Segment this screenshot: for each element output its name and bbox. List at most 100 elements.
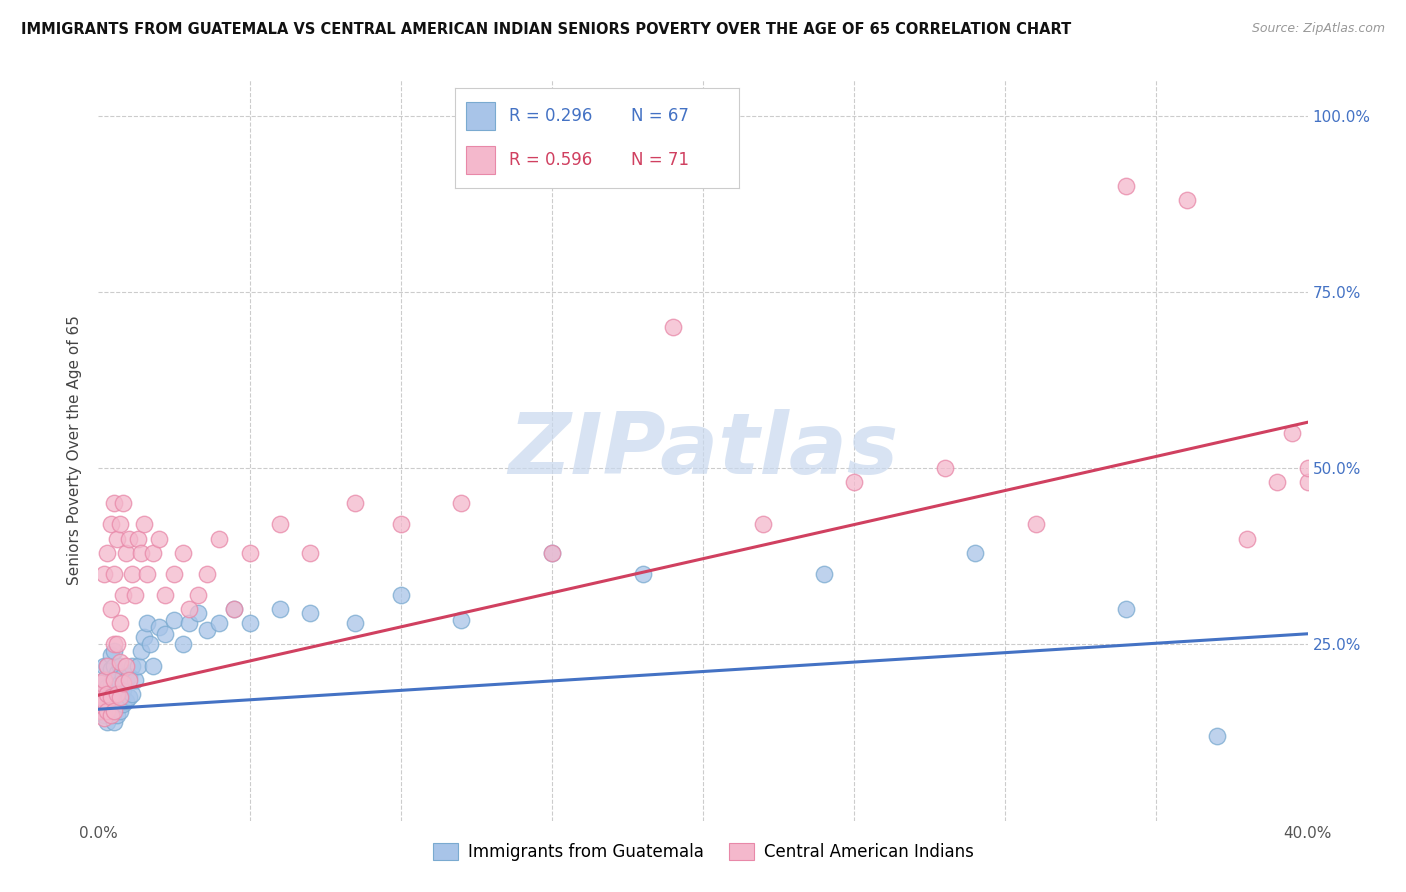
Point — [93, 711, 115, 725]
Point — [299, 546, 322, 560]
Point — [89, 687, 111, 701]
Point — [124, 673, 146, 687]
Point — [299, 606, 322, 620]
Point — [90, 676, 112, 690]
Point — [127, 532, 149, 546]
Point — [269, 517, 291, 532]
Point — [631, 566, 654, 581]
Point — [813, 566, 835, 581]
Point — [118, 532, 141, 546]
Point — [121, 566, 143, 581]
Point — [153, 627, 176, 641]
Point — [344, 496, 367, 510]
Point — [153, 588, 176, 602]
Point — [103, 704, 125, 718]
Point — [103, 673, 125, 687]
Point — [129, 644, 152, 658]
Point — [239, 546, 262, 560]
Point — [103, 637, 125, 651]
Point — [118, 690, 141, 705]
Point — [389, 517, 412, 532]
Point — [172, 637, 194, 651]
Point — [450, 613, 472, 627]
Point — [105, 687, 128, 701]
Point — [121, 658, 143, 673]
Point — [111, 676, 134, 690]
Point — [344, 616, 367, 631]
Point — [114, 673, 136, 687]
Point — [132, 630, 155, 644]
Point — [96, 680, 118, 694]
Point — [114, 694, 136, 708]
Point — [1024, 517, 1046, 532]
Point — [93, 566, 115, 581]
Point — [163, 613, 186, 627]
Point — [105, 680, 128, 694]
Point — [105, 637, 128, 651]
Point — [540, 546, 562, 560]
Point — [96, 694, 118, 708]
Point — [269, 602, 291, 616]
Point — [93, 687, 115, 701]
Point — [108, 658, 131, 673]
Point — [208, 532, 231, 546]
Point — [100, 648, 122, 662]
Point — [111, 588, 134, 602]
Point — [135, 566, 157, 581]
Point — [96, 687, 118, 701]
Point — [105, 532, 128, 546]
Point — [90, 676, 112, 690]
Point — [108, 517, 131, 532]
Point — [239, 616, 262, 631]
Point — [1175, 193, 1198, 207]
Point — [1115, 179, 1137, 194]
Point — [1206, 729, 1229, 743]
Point — [108, 616, 131, 631]
Point — [89, 690, 111, 705]
Point — [844, 475, 866, 490]
Point — [103, 701, 125, 715]
Point — [93, 707, 115, 722]
Point — [132, 517, 155, 532]
Point — [142, 658, 165, 673]
Text: Source: ZipAtlas.com: Source: ZipAtlas.com — [1251, 22, 1385, 36]
Point — [752, 517, 775, 532]
Point — [96, 704, 118, 718]
Point — [135, 616, 157, 631]
Point — [114, 658, 136, 673]
Legend: Immigrants from Guatemala, Central American Indians: Immigrants from Guatemala, Central Ameri… — [426, 837, 980, 868]
Point — [100, 676, 122, 690]
Point — [103, 566, 125, 581]
Point — [96, 658, 118, 673]
Point — [90, 690, 112, 705]
Point — [111, 698, 134, 712]
Point — [100, 602, 122, 616]
Point — [93, 673, 115, 687]
Point — [103, 714, 125, 729]
Point — [127, 658, 149, 673]
Point — [1296, 475, 1319, 490]
Point — [195, 624, 218, 638]
Point — [1281, 425, 1303, 440]
Point — [100, 690, 122, 705]
Point — [124, 588, 146, 602]
Point — [1296, 461, 1319, 475]
Point — [103, 496, 125, 510]
Point — [172, 546, 194, 560]
Point — [108, 690, 131, 705]
Point — [103, 673, 125, 687]
Point — [118, 669, 141, 683]
Point — [139, 637, 162, 651]
Point — [100, 690, 122, 705]
Point — [105, 707, 128, 722]
Point — [224, 602, 246, 616]
Point — [114, 546, 136, 560]
Point — [148, 532, 170, 546]
Point — [111, 669, 134, 683]
Point — [934, 461, 956, 475]
Point — [661, 320, 683, 334]
Point — [195, 566, 218, 581]
Point — [103, 687, 125, 701]
Text: ZIPatlas: ZIPatlas — [508, 409, 898, 492]
Point — [129, 546, 152, 560]
